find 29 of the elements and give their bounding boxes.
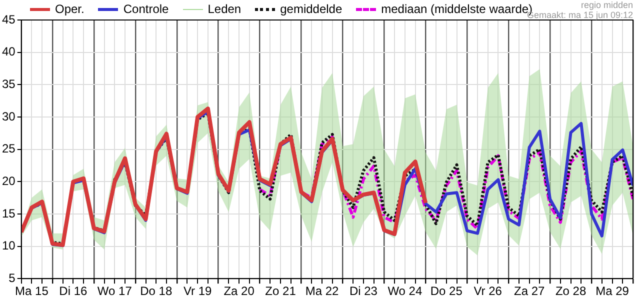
x-tick-label: Zo 21: [265, 284, 296, 298]
y-tick-label: 10: [2, 238, 16, 253]
x-tick-label: Vr 19: [183, 284, 212, 298]
y-tick-label: 40: [2, 44, 16, 59]
x-tick-label: Za 27: [514, 284, 545, 298]
x-tick-label: Vr 26: [474, 284, 502, 298]
y-tick-label: 45: [2, 12, 16, 26]
x-tick-label: Ma 29: [596, 284, 630, 298]
x-tick-label: Ma 22: [305, 284, 339, 298]
y-tick-label: 35: [2, 76, 16, 91]
y-tick-label: 25: [2, 142, 16, 156]
x-tick-label: Za 20: [224, 284, 255, 298]
y-tick-label: 30: [2, 109, 16, 124]
legend-label: gemiddelde: [280, 2, 342, 16]
y-tick-label: 5: [8, 270, 16, 285]
x-tick-label: Do 25: [430, 284, 463, 298]
x-tick-label: Do 18: [140, 284, 172, 298]
legend-label: Leden: [208, 2, 242, 16]
legend-label: Controle: [123, 2, 169, 16]
text: regio midden: [580, 0, 633, 10]
x-tick-label: Ma 15: [15, 284, 49, 298]
x-tick-label: Wo 17: [97, 284, 132, 298]
legend-label: Oper.: [55, 2, 84, 16]
x-tick-label: Di 16: [59, 284, 88, 298]
x-tick-label: Di 23: [349, 284, 378, 298]
x-tick-label: Zo 28: [555, 284, 586, 298]
y-tick-label: 15: [2, 206, 16, 220]
y-tick-label: 20: [2, 174, 16, 188]
x-tick-label: Wo 24: [388, 284, 422, 298]
